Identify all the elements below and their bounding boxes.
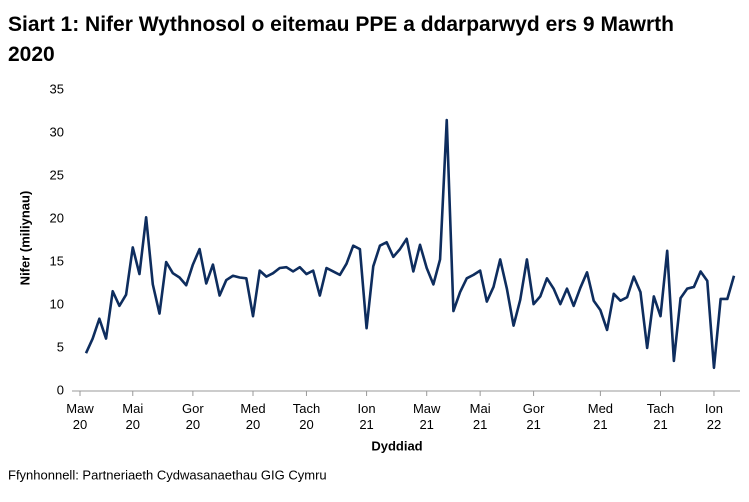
x-tick-label: Mai 21 (470, 401, 491, 432)
y-tick-label: 5 (57, 339, 64, 354)
x-tick-label: Gor 21 (523, 401, 545, 432)
x-axis-label: Dyddiad (371, 438, 422, 453)
y-tick-label: 30 (50, 124, 64, 139)
data-line (84, 118, 736, 370)
y-tick-label: 10 (50, 296, 64, 311)
x-tick-label: Maw 21 (413, 401, 441, 432)
x-tick-label: Med 21 (588, 401, 613, 432)
x-tick-label: Mai 20 (122, 401, 143, 432)
x-tick-label: Ion 22 (705, 401, 723, 432)
x-tick-label: Maw 20 (66, 401, 94, 432)
y-tick-label: 15 (50, 253, 64, 268)
x-tick-label: Med 20 (240, 401, 265, 432)
y-tick-label: 25 (50, 167, 64, 182)
y-tick-label: 35 (50, 81, 64, 96)
y-tick-label: 20 (50, 210, 64, 225)
source: Ffynhonnell: Partneriaeth Cydwasanaethau… (8, 467, 327, 482)
x-tick-label: Tach 20 (293, 401, 320, 432)
y-axis-label: Nifer (miliynau) (17, 191, 32, 286)
y-tick-label: 0 (57, 382, 64, 397)
x-tick-label: Tach 21 (647, 401, 674, 432)
chart-title: Siart 1: Nifer Wythnosol o eitemau PPE a… (8, 13, 674, 66)
x-tick-label: Gor 20 (182, 401, 204, 432)
x-tick-label: Ion 21 (358, 401, 376, 432)
